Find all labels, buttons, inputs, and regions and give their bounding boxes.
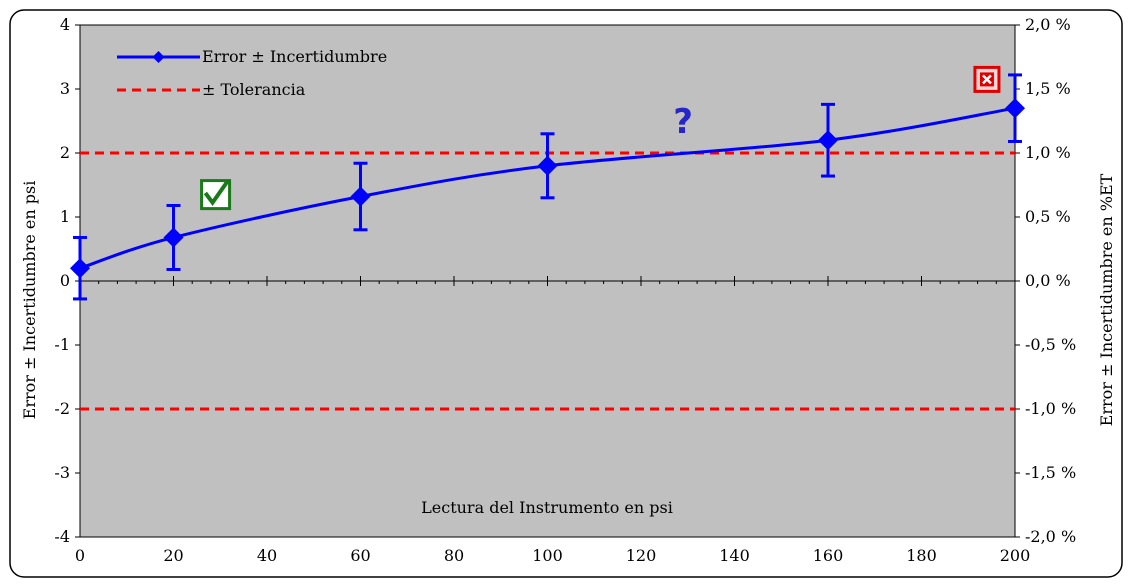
x-tick-label: 140 [719,546,750,565]
x-axis-ticks: 0 20 40 60 80 100 120 140 160 180 200 [75,276,1030,565]
y2-axis-label: Error ± Incertidumbre en %ET [1097,173,1116,426]
legend-marker-error [152,51,165,63]
y-tick-label: 2 [60,143,70,162]
data-point [163,227,184,248]
y2-tick-label: -2,0 % [1025,527,1076,546]
y2-tick-label: 1,0 % [1025,143,1071,162]
x-tick-label: 200 [1000,546,1031,565]
check-box-icon [200,179,232,211]
x-tick-label: 60 [350,546,370,565]
x-tick-label: 180 [906,546,937,565]
x-axis-label: Lectura del Instrumento en psi [421,498,673,517]
y-tick-label: -2 [54,399,70,418]
x-box-frame [973,65,1001,93]
y-tick-label: -1 [54,335,70,354]
y2-tick-label: -1,5 % [1025,463,1076,482]
y2-tick-label: 0,5 % [1025,207,1071,226]
y-axis-label: Error ± Incertidumbre en psi [20,181,39,420]
x-tick-label: 160 [813,546,844,565]
x-box-icon [973,65,1001,93]
legend-label-tolerance: ± Tolerancia [202,80,306,99]
y2-axis-ticks: -2,0 % -1,5 % -1,0 % -0,5 % 0,0 % 0,5 % 1,0 % 1… [1015,15,1076,546]
y2-tick-label: -1,0 % [1025,399,1076,418]
check-mark [203,179,230,207]
legend: Error ± Incertidumbre ± Tolerancia [117,47,387,99]
legend-label-error: Error ± Incertidumbre [202,47,387,66]
x-tick-label: 20 [163,546,183,565]
x-tick-label: 100 [532,546,563,565]
error-series [70,73,1025,301]
data-point [70,258,90,279]
y-tick-label: -3 [54,463,70,482]
y2-tick-label: -0,5 % [1025,335,1076,354]
data-point [1005,98,1025,119]
y-tick-label: -4 [54,527,70,546]
y2-tick-label: 0,0 % [1025,271,1071,290]
x-tick-label: 80 [444,546,464,565]
y-axis-ticks: -4 -3 -2 -1 0 1 2 3 4 [54,15,80,546]
x-tick-label: 0 [75,546,85,565]
data-point [537,155,558,176]
annotations: ? [200,65,1001,211]
y-tick-label: 0 [60,271,70,290]
y-tick-label: 4 [60,15,70,34]
y2-tick-label: 1,5 % [1025,79,1071,98]
question-mark-annotation: ? [673,102,693,142]
x-tick-label: 120 [626,546,657,565]
x-mark [982,74,992,85]
y-tick-label: 3 [60,79,70,98]
x-tick-label: 40 [257,546,277,565]
y2-tick-label: 2,0 % [1025,15,1071,34]
data-point [350,186,371,207]
data-point [818,130,838,151]
y-tick-label: 1 [60,207,70,226]
